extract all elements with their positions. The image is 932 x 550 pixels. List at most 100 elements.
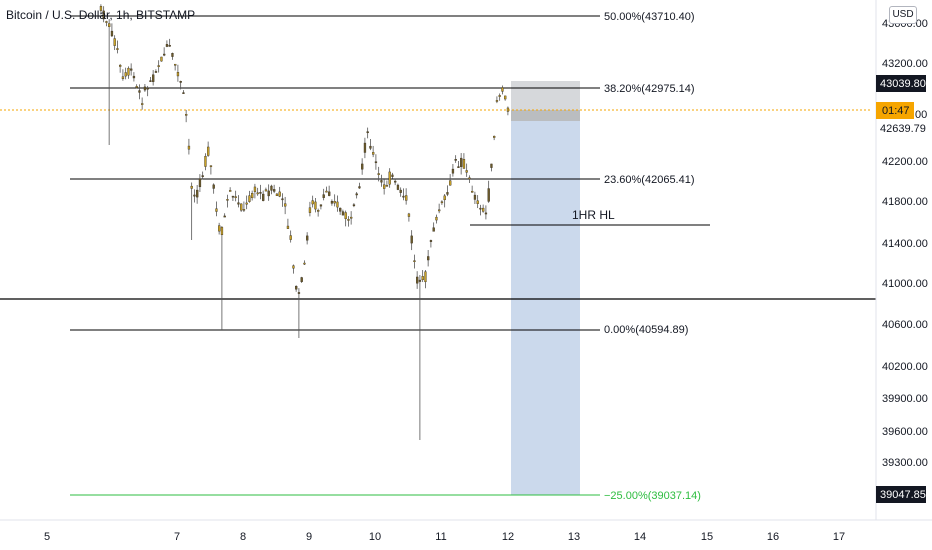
candle: [308, 207, 312, 213]
target-zone[interactable]: [511, 121, 580, 495]
candle: [424, 271, 427, 283]
candle: [482, 207, 485, 212]
candle: [374, 161, 378, 164]
price-axis[interactable]: 43600.0043200.0042200.0041800.0041400.00…: [882, 18, 928, 469]
candle: [135, 86, 138, 88]
price-tick: 40200.00: [882, 361, 928, 373]
date-tick: 5: [44, 531, 50, 543]
candle: [215, 208, 218, 212]
stop-zone-inner: [511, 110, 580, 121]
date-tick: 12: [502, 531, 514, 543]
price-tick: 41000.00: [882, 278, 928, 290]
price-tick: 39300.00: [882, 457, 928, 469]
fib-label-382: 38.20%(42975.14): [604, 83, 695, 95]
price-tick: 40600.00: [882, 319, 928, 331]
candle: [143, 86, 147, 91]
candle: [410, 235, 413, 244]
candle: [113, 38, 116, 46]
candle: [429, 240, 433, 242]
candle: [372, 152, 375, 155]
candle: [328, 191, 331, 196]
candle: [493, 135, 496, 138]
candle: [264, 189, 268, 192]
candle: [490, 163, 493, 168]
price-label-below: 42639.79: [880, 123, 926, 135]
currency-badge[interactable]: USD: [889, 6, 917, 24]
candle: [237, 202, 240, 205]
candle: [377, 173, 380, 175]
price-timer-bg: [876, 102, 914, 119]
candle: [259, 192, 262, 194]
candle: [99, 6, 103, 11]
candle: [242, 208, 246, 211]
price-tick: 39600.00: [882, 426, 928, 438]
candle: [501, 87, 504, 92]
date-tick: 8: [240, 531, 246, 543]
candle: [248, 195, 251, 202]
candle: [306, 235, 309, 241]
candle: [165, 44, 169, 47]
candle: [319, 204, 323, 207]
candle: [154, 71, 158, 73]
candles: [99, 4, 510, 440]
date-tick: 9: [306, 531, 312, 543]
candle: [383, 184, 386, 189]
candle: [504, 95, 507, 100]
candle: [297, 292, 301, 294]
candle: [121, 76, 125, 80]
candle: [476, 200, 479, 204]
candle: [179, 81, 182, 83]
price-tick: 41800.00: [882, 196, 928, 208]
candle: [479, 207, 482, 210]
candle: [396, 184, 400, 190]
candle: [405, 195, 408, 201]
candle: [273, 189, 276, 192]
candle: [198, 178, 202, 188]
hl-label: 1HR HL: [572, 208, 615, 222]
candle: [432, 227, 435, 232]
candle: [443, 195, 446, 201]
candle: [451, 168, 455, 174]
fib-label-neg25: −25.00%(39037.14): [604, 490, 701, 502]
candle: [119, 64, 122, 67]
candle: [196, 189, 199, 198]
date-tick: 11: [435, 531, 446, 543]
candle: [369, 145, 372, 149]
candle: [427, 256, 430, 261]
candle: [218, 225, 221, 232]
symbol-title: Bitcoin / U.S. Dollar, 1h, BITSTAMP: [6, 8, 196, 22]
candle: [402, 195, 405, 198]
candle: [174, 63, 177, 66]
date-tick: 14: [634, 531, 646, 543]
candle: [495, 100, 499, 102]
candle: [209, 165, 213, 168]
price-label-bottom: 39047.85: [880, 489, 926, 501]
candle: [358, 186, 361, 189]
time-axis[interactable]: 5 7 8 9 10 11 12 13 14 15 16 17: [44, 531, 845, 543]
candle: [471, 190, 474, 193]
candle: [311, 200, 314, 205]
price-timer-partial: 00: [915, 109, 927, 121]
candle: [355, 193, 358, 196]
candle: [361, 163, 364, 170]
candle: [108, 23, 111, 27]
candle: [506, 107, 510, 112]
date-tick: 7: [174, 531, 180, 543]
candle: [130, 68, 133, 71]
candle: [366, 131, 369, 134]
candle: [460, 157, 463, 167]
candle: [251, 193, 254, 199]
candle: [462, 158, 466, 169]
candle: [163, 53, 166, 56]
candle: [176, 72, 180, 77]
date-tick: 15: [701, 531, 713, 543]
candle: [394, 180, 397, 183]
candle: [498, 95, 501, 97]
date-tick: 13: [568, 531, 580, 543]
candle: [116, 48, 119, 50]
candle: [484, 212, 488, 215]
candle: [171, 53, 174, 57]
candle: [352, 204, 356, 207]
